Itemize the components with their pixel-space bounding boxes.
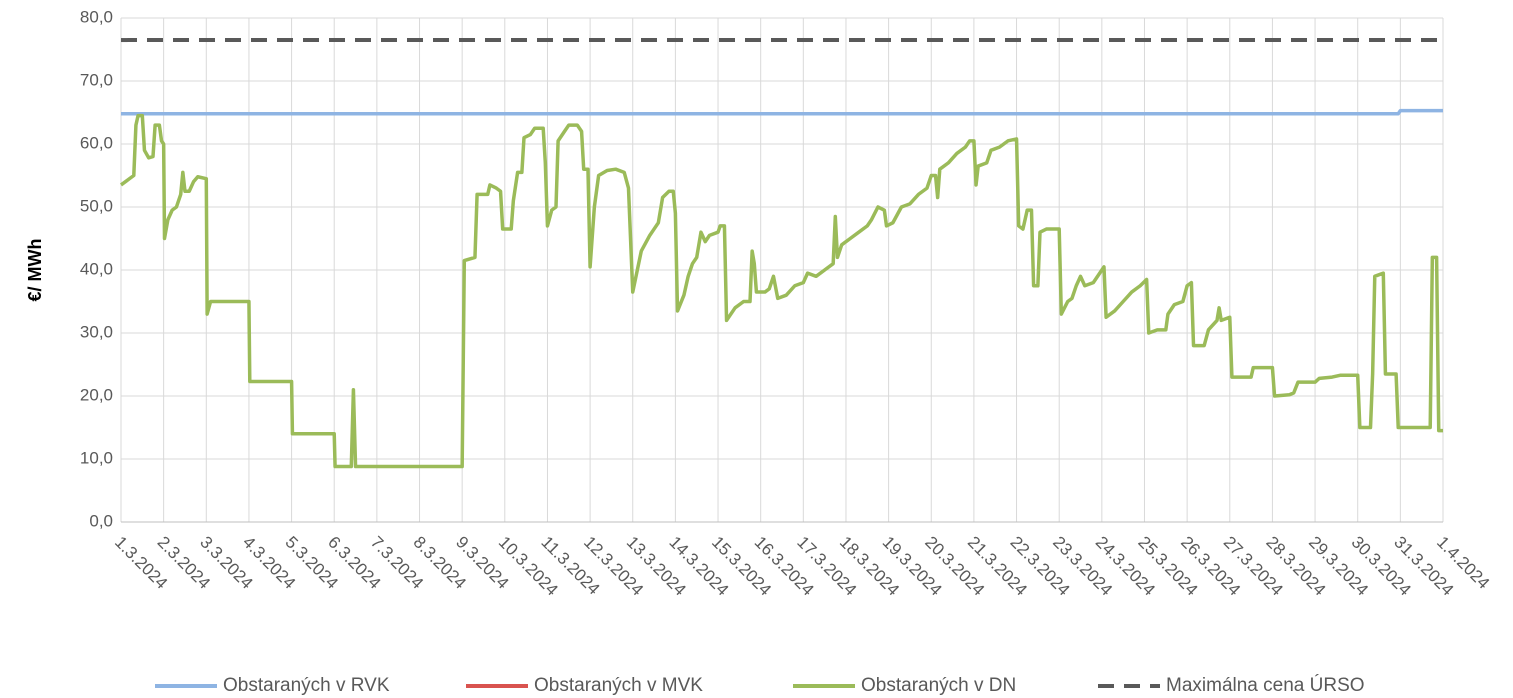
line-series — [121, 108, 1443, 116]
y-tick-label: 50,0 — [80, 196, 113, 215]
line-series — [119, 113, 1443, 469]
y-tick-label: 60,0 — [80, 133, 113, 152]
y-tick-label: 10,0 — [80, 448, 113, 467]
legend-label: Obstaraných v MVK — [534, 675, 703, 696]
y-axis-label: €/ MWh — [25, 239, 45, 302]
y-tick-label: 20,0 — [80, 385, 113, 404]
legend-label: Obstaraných v RVK — [223, 675, 390, 696]
y-tick-label: 0,0 — [89, 511, 113, 530]
y-tick-label: 80,0 — [80, 7, 113, 26]
y-tick-label: 30,0 — [80, 322, 113, 341]
y-tick-label: 40,0 — [80, 259, 113, 278]
y-tick-label: 70,0 — [80, 70, 113, 89]
legend-label: Obstaraných v DN — [861, 675, 1016, 696]
legend-label: Maximálna cena ÚRSO — [1166, 674, 1365, 696]
